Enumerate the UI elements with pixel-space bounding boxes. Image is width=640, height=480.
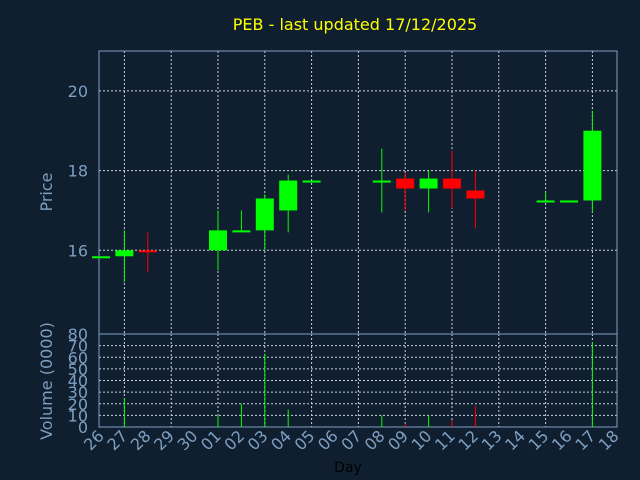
- volume-tick-label: 10: [68, 406, 88, 425]
- candle-body: [396, 178, 415, 189]
- price-tick-label: 16: [68, 241, 88, 260]
- volume-tick-label: 30: [68, 383, 88, 402]
- candle-body: [419, 178, 438, 189]
- volume-tick-label: 80: [68, 325, 88, 344]
- volume-tick-label: 0: [78, 418, 88, 437]
- volume-tick-label: 70: [68, 337, 88, 356]
- price-tick-label: 20: [68, 82, 88, 101]
- volume-tick-label: 20: [68, 395, 88, 414]
- candle-body: [466, 190, 485, 199]
- candle-body: [232, 230, 251, 233]
- candle-body: [302, 180, 321, 183]
- volume-tick-label: 40: [68, 372, 88, 391]
- volume-plot-frame: [98, 333, 618, 428]
- candle-body: [560, 200, 578, 203]
- candle-body: [443, 178, 461, 189]
- candle-body: [255, 198, 274, 231]
- candle-body: [372, 180, 391, 183]
- x-tick-label: 18: [595, 426, 623, 454]
- candle-body: [536, 200, 555, 203]
- volume-tick-label: 60: [68, 348, 88, 367]
- candle-body: [209, 230, 227, 251]
- x-axis-label: Day: [334, 460, 362, 476]
- candle-body: [115, 250, 134, 257]
- price-tick-label: 18: [68, 162, 88, 181]
- candle-body: [583, 130, 602, 201]
- price-axis-label: Price: [37, 172, 56, 211]
- candle-body: [92, 256, 110, 259]
- candle-body: [138, 250, 157, 253]
- candle-body: [279, 180, 298, 211]
- volume-axis-label: Volume (0000): [37, 322, 56, 440]
- chart-title: PEB - last updated 17/12/2025: [233, 15, 477, 34]
- volume-tick-label: 50: [68, 360, 88, 379]
